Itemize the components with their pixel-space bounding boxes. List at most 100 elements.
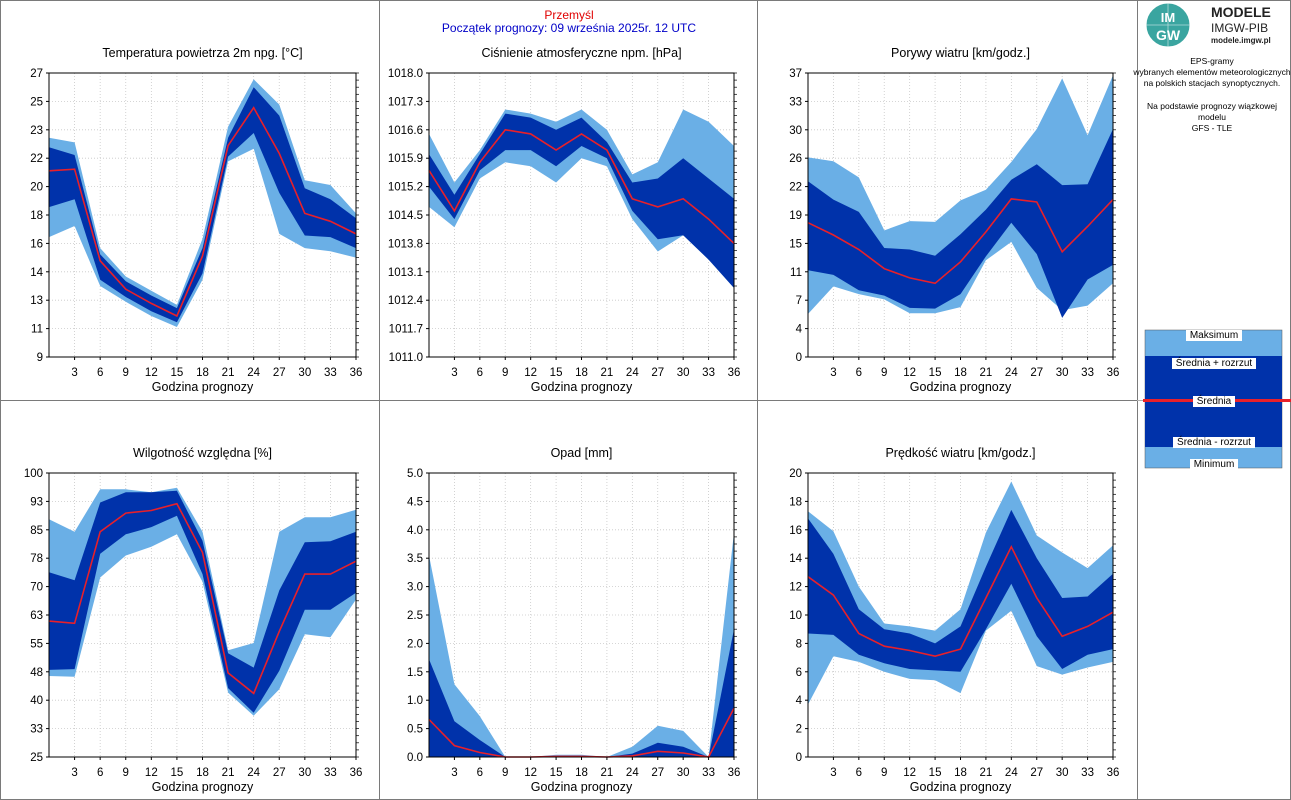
sidebar-source-line: Na podstawie prognozy wiązkowej modelu <box>1147 101 1277 122</box>
chart-title: Porywy wiatru [km/godz.] <box>891 46 1030 60</box>
y-tick-label: 63 <box>30 610 43 622</box>
x-tick-label: 12 <box>903 767 916 779</box>
legend-mean-label: Średnia <box>1146 396 1282 407</box>
y-tick-label: 10 <box>789 610 802 622</box>
x-tick-label: 6 <box>97 367 103 379</box>
y-tick-label: 1011.0 <box>389 352 423 364</box>
x-tick-label: 15 <box>550 367 563 379</box>
legend-max-label: Maksimum <box>1146 330 1282 341</box>
x-tick-label: 6 <box>477 367 483 379</box>
mean-line <box>48 502 357 695</box>
x-tick-label: 30 <box>677 767 690 779</box>
y-tick-label: 27 <box>30 68 43 80</box>
y-tick-label: 18 <box>30 210 43 222</box>
y-tick-label: 5.0 <box>407 468 423 480</box>
x-tick-label: 6 <box>97 767 103 779</box>
x-axis-label: Godzina prognozy <box>910 780 1012 794</box>
x-tick-label: 9 <box>881 767 887 779</box>
y-tick-label: 3.5 <box>407 553 423 565</box>
band-spread <box>808 129 1113 318</box>
y-tick-label: 1015.2 <box>388 182 423 194</box>
y-tick-label: 25 <box>30 752 43 764</box>
y-tick-label: 20 <box>789 468 802 480</box>
x-tick-label: 15 <box>929 767 942 779</box>
x-tick-label: 24 <box>247 767 260 779</box>
x-tick-label: 21 <box>601 367 614 379</box>
y-tick-label: 100 <box>24 468 43 480</box>
x-tick-label: 36 <box>1107 767 1120 779</box>
y-tick-label: 4 <box>796 324 803 336</box>
x-axis-label: Godzina prognozy <box>152 380 254 394</box>
band-spread <box>429 113 734 288</box>
x-tick-label: 27 <box>651 367 664 379</box>
y-tick-label: 1017.3 <box>388 96 423 108</box>
logo-url: modele.imgw.pl <box>1211 36 1271 45</box>
sidebar-desc-line: na polskich stacjach synoptycznych. <box>1143 78 1281 88</box>
band-spread <box>49 87 356 323</box>
band-spread <box>429 629 734 757</box>
x-tick-label: 18 <box>196 767 209 779</box>
x-tick-label: 15 <box>929 367 942 379</box>
y-tick-label: 8 <box>796 638 802 650</box>
x-axis-label: Godzina prognozy <box>531 780 633 794</box>
x-tick-label: 12 <box>524 767 537 779</box>
x-tick-label: 9 <box>123 367 129 379</box>
x-tick-label: 18 <box>575 767 588 779</box>
y-tick-label: 12 <box>789 582 802 594</box>
x-tick-label: 24 <box>626 767 639 779</box>
y-tick-label: 11 <box>790 267 802 279</box>
chart-title: Temperatura powietrza 2m npg. [°C] <box>102 46 302 60</box>
y-tick-label: 0 <box>796 752 802 764</box>
y-tick-label: 1013.1 <box>388 267 423 279</box>
chart-title: Wilgotność względna [%] <box>133 446 272 460</box>
y-tick-label: 37 <box>789 68 802 80</box>
y-tick-label: 33 <box>789 96 802 108</box>
y-tick-label: 13 <box>30 295 43 307</box>
x-tick-label: 36 <box>1107 367 1120 379</box>
y-tick-label: 6 <box>796 667 802 679</box>
y-tick-label: 11 <box>31 324 43 336</box>
x-tick-label: 30 <box>1056 367 1069 379</box>
x-tick-label: 33 <box>324 367 337 379</box>
sidebar-desc-line: EPS-gramy <box>1190 56 1234 66</box>
y-tick-label: 1012.4 <box>388 295 424 307</box>
x-tick-label: 3 <box>830 767 836 779</box>
x-tick-label: 9 <box>502 767 508 779</box>
y-tick-label: 1013.8 <box>388 238 423 250</box>
legend-mean-minus-label: Średnia - rozrzut <box>1146 437 1282 448</box>
x-tick-label: 36 <box>350 767 363 779</box>
y-tick-label: 78 <box>30 553 43 565</box>
logo-mark-bottom: GW <box>1156 27 1181 43</box>
forecast-start: Początek prognozy: 09 września 2025r. 12… <box>441 21 697 35</box>
x-tick-label: 24 <box>1005 367 1018 379</box>
y-tick-label: 26 <box>789 153 802 165</box>
station-name: Przemyśl <box>544 8 594 22</box>
y-tick-label: 1.5 <box>407 667 423 679</box>
sidebar-desc-line: wybranych elementów meteorologicznych <box>1133 67 1291 77</box>
x-tick-label: 24 <box>1005 767 1018 779</box>
chart-title: Ciśnienie atmosferyczne npm. [hPa] <box>481 46 681 60</box>
mean-line <box>807 545 1114 658</box>
x-tick-label: 36 <box>350 367 363 379</box>
x-tick-label: 12 <box>145 367 158 379</box>
mean-line <box>428 128 735 244</box>
y-tick-label: 33 <box>30 724 43 736</box>
y-tick-label: 22 <box>789 182 802 194</box>
y-tick-label: 3.0 <box>407 582 423 594</box>
imgw-logo: IM GW MODELE IMGW-PIB modele.imgw.pl <box>1143 0 1291 52</box>
y-tick-label: 4.5 <box>407 496 423 508</box>
chart-title: Prędkość wiatru [km/godz.] <box>885 446 1035 460</box>
x-tick-label: 6 <box>856 367 862 379</box>
x-tick-label: 15 <box>171 367 184 379</box>
x-tick-label: 6 <box>856 767 862 779</box>
x-tick-label: 33 <box>702 367 715 379</box>
band-spread <box>49 490 356 713</box>
x-tick-label: 12 <box>145 767 158 779</box>
y-tick-label: 30 <box>789 125 802 137</box>
chart-title: Opad [mm] <box>551 446 613 460</box>
x-tick-label: 3 <box>451 367 457 379</box>
y-tick-label: 18 <box>789 496 802 508</box>
x-tick-label: 30 <box>677 367 690 379</box>
x-tick-label: 21 <box>980 767 993 779</box>
y-tick-label: 15 <box>789 238 802 250</box>
